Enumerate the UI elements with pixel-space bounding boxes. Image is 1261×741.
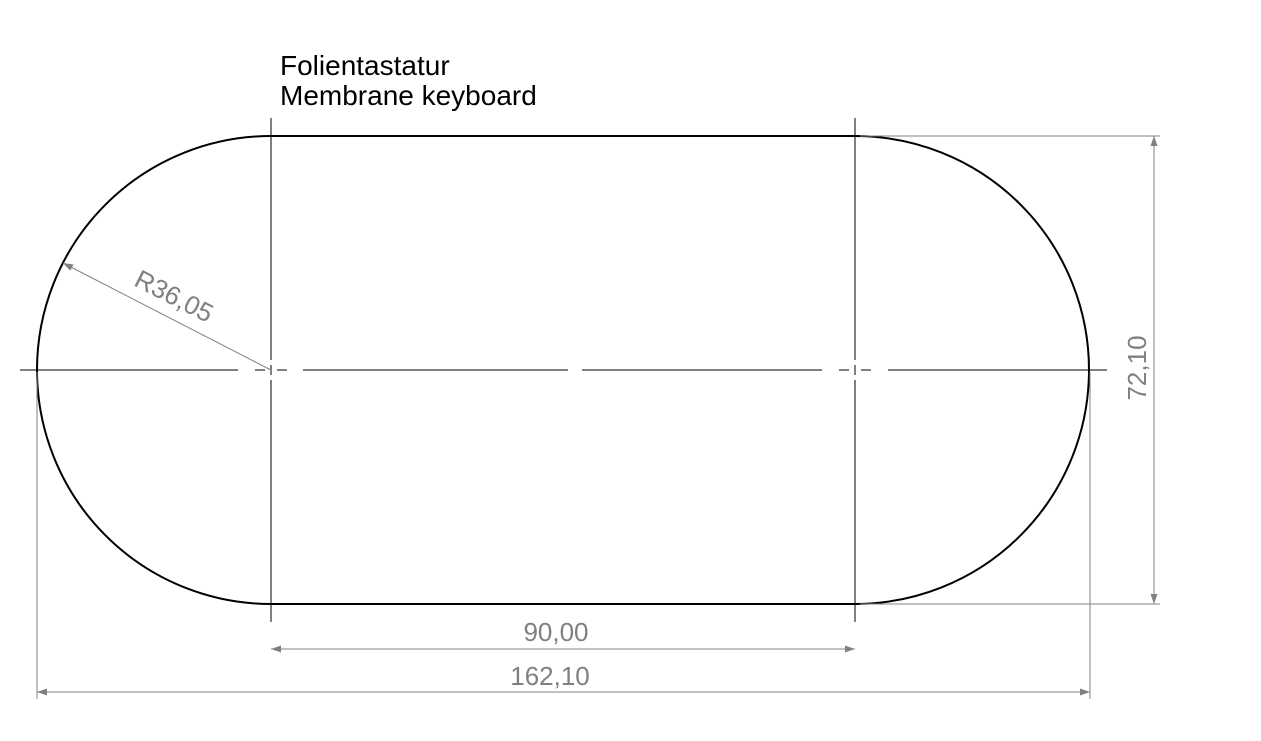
- title-english: Membrane keyboard: [280, 80, 537, 111]
- height-label: 72,10: [1122, 335, 1152, 400]
- overall-length-label: 162,10: [510, 661, 590, 691]
- radius-label: R36,05: [130, 264, 218, 329]
- straight-length-label: 90,00: [523, 617, 588, 647]
- overall-length-dimension: [36, 372, 1091, 699]
- height-dimension: [860, 135, 1160, 605]
- vertical-center-lines: [270, 118, 856, 622]
- radius-leader: [62, 262, 272, 371]
- title-german: Folientastatur: [280, 50, 450, 81]
